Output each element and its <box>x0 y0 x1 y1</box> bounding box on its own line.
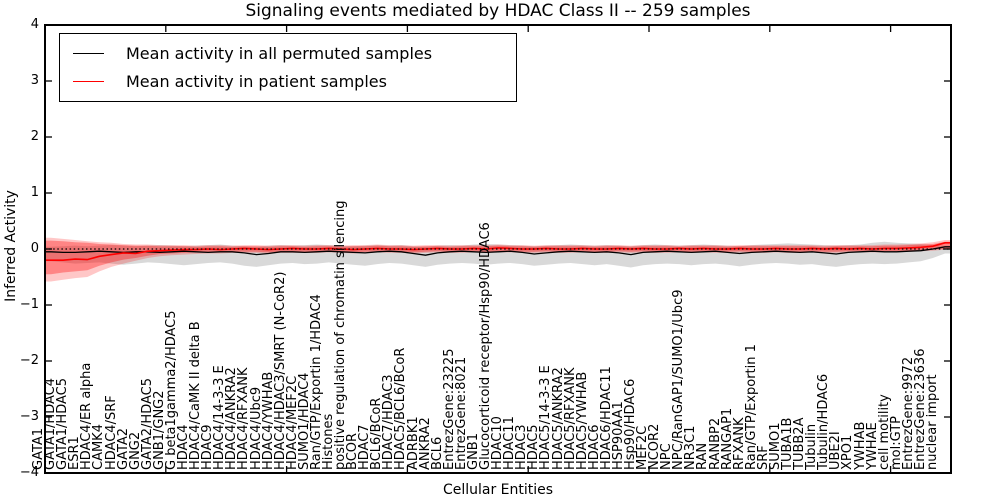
ytick-label: 1 <box>30 185 39 200</box>
legend: Mean activity in all permuted samples Me… <box>59 33 517 102</box>
permuted-mean-line <box>45 246 951 256</box>
legend-label: Mean activity in all permuted samples <box>126 43 433 63</box>
y-axis-label: Inferred Activity <box>3 190 19 302</box>
patient-line-swatch <box>73 80 104 82</box>
permuted-line-swatch <box>73 52 104 54</box>
ytick-label: 0 <box>30 241 39 256</box>
x-axis-label: Cellular Entities <box>442 482 554 498</box>
ytick-label: 4 <box>30 17 39 32</box>
ytick-label: 2 <box>30 129 39 144</box>
ytick-label: −1 <box>19 297 39 312</box>
legend-item-permuted: Mean activity in all permuted samples <box>73 39 506 67</box>
legend-item-patient: Mean activity in patient samples <box>73 67 506 95</box>
ytick-label: −4 <box>19 465 39 480</box>
ytick-label: −2 <box>19 353 39 368</box>
legend-label: Mean activity in patient samples <box>126 71 387 91</box>
ytick-label: 3 <box>30 73 39 88</box>
chart-title: Signaling events mediated by HDAC Class … <box>245 1 751 21</box>
permuted-samples-range-band <box>45 241 951 268</box>
ytick-label: −3 <box>19 409 39 424</box>
xtick-label: positive regulation of chromatin silenci… <box>333 200 348 470</box>
xtick-label: nuclear import <box>925 374 940 470</box>
